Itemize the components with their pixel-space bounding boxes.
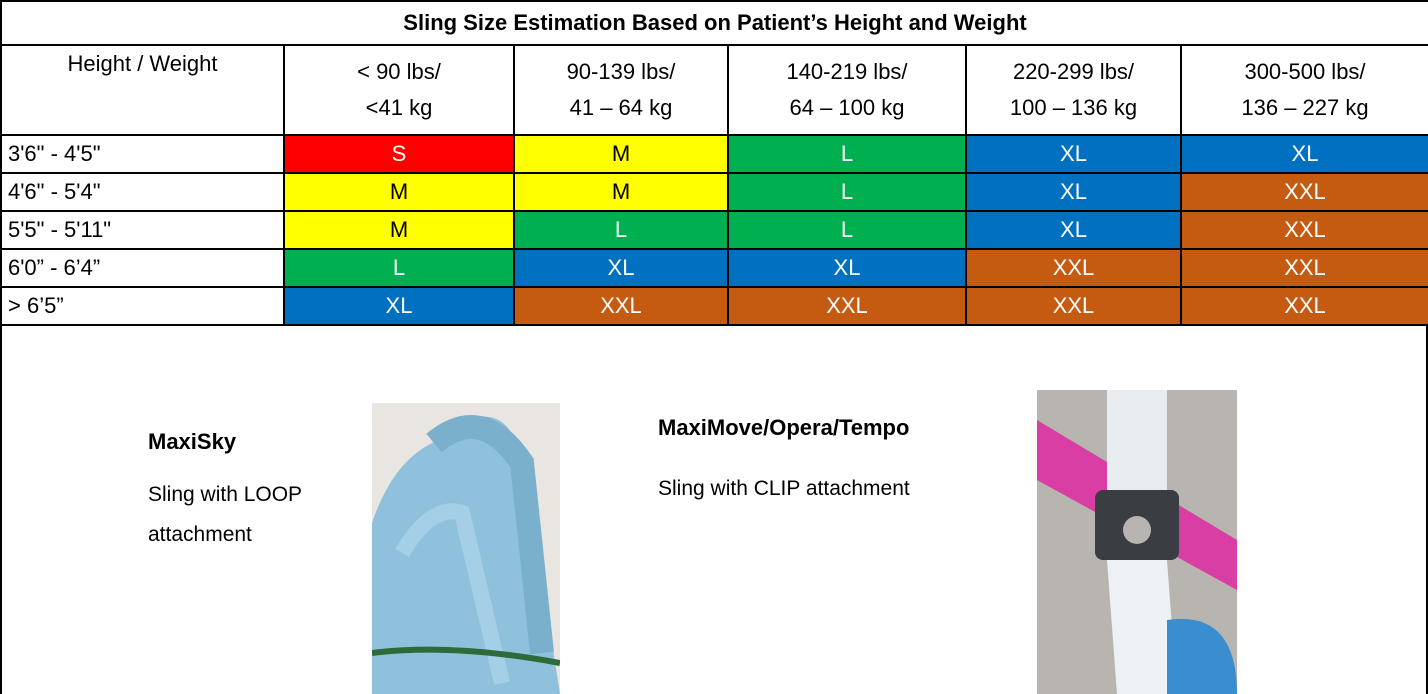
header-text: 220-299 lbs/ <box>967 54 1180 90</box>
size-cell: XXL <box>1181 173 1428 211</box>
size-table: Sling Size Estimation Based on Patient’s… <box>0 0 1428 326</box>
header-cell: Height / Weight <box>1 45 284 135</box>
size-cell: XL <box>514 249 728 287</box>
product-description: Sling with LOOP attachment <box>148 475 348 555</box>
header-text: 64 – 100 kg <box>729 90 965 126</box>
size-cell: L <box>728 135 966 173</box>
header-text: 100 – 136 kg <box>967 90 1180 126</box>
height-cell: 5'5" - 5'11" <box>1 211 284 249</box>
size-cell: M <box>284 211 514 249</box>
title-row: Sling Size Estimation Based on Patient’s… <box>1 1 1428 45</box>
product-description: Sling with CLIP attachment <box>658 469 1018 509</box>
size-cell: XXL <box>1181 211 1428 249</box>
table-body: Sling Size Estimation Based on Patient’s… <box>1 1 1428 325</box>
size-cell: XL <box>966 135 1181 173</box>
header-cell: 220-299 lbs/100 – 136 kg <box>966 45 1181 135</box>
size-cell: L <box>728 211 966 249</box>
product-name: MaxiSky <box>148 429 236 455</box>
products-section: MaxiSky Sling with LOOP attachment MaxiM… <box>0 325 1428 694</box>
size-cell: XXL <box>1181 249 1428 287</box>
header-text: 136 – 227 kg <box>1182 90 1428 126</box>
clip-photo <box>1037 390 1237 694</box>
size-cell: XXL <box>1181 287 1428 325</box>
size-cell: M <box>514 173 728 211</box>
height-cell: 3'6" - 4'5" <box>1 135 284 173</box>
header-cell: 90-139 lbs/41 – 64 kg <box>514 45 728 135</box>
size-cell: L <box>514 211 728 249</box>
size-cell: XL <box>728 249 966 287</box>
size-cell: M <box>284 173 514 211</box>
size-cell: XXL <box>966 287 1181 325</box>
height-cell: 4'6" - 5'4" <box>1 173 284 211</box>
height-cell: > 6’5” <box>1 287 284 325</box>
size-cell: XL <box>966 211 1181 249</box>
header-cell: < 90 lbs/<41 kg <box>284 45 514 135</box>
size-cell: L <box>728 173 966 211</box>
loop-photo <box>372 403 560 694</box>
size-cell: XXL <box>514 287 728 325</box>
height-cell: 6'0” - 6’4” <box>1 249 284 287</box>
size-cell: XL <box>966 173 1181 211</box>
size-cell: XXL <box>966 249 1181 287</box>
size-cell: M <box>514 135 728 173</box>
header-text: Height / Weight <box>2 46 283 82</box>
product-name: MaxiMove/Opera/Tempo <box>658 415 909 441</box>
header-cell: 300-500 lbs/136 – 227 kg <box>1181 45 1428 135</box>
header-text: 300-500 lbs/ <box>1182 54 1428 90</box>
size-cell: XXL <box>728 287 966 325</box>
header-text: 140-219 lbs/ <box>729 54 965 90</box>
header-text: 90-139 lbs/ <box>515 54 727 90</box>
size-cell: XL <box>1181 135 1428 173</box>
header-text: < 90 lbs/ <box>285 54 513 90</box>
size-cell: S <box>284 135 514 173</box>
page: Sling Size Estimation Based on Patient’s… <box>0 0 1428 694</box>
header-text: 41 – 64 kg <box>515 90 727 126</box>
header-cell: 140-219 lbs/64 – 100 kg <box>728 45 966 135</box>
header-text: <41 kg <box>285 90 513 126</box>
size-cell: L <box>284 249 514 287</box>
table-title: Sling Size Estimation Based on Patient’s… <box>1 1 1428 45</box>
size-cell: XL <box>284 287 514 325</box>
